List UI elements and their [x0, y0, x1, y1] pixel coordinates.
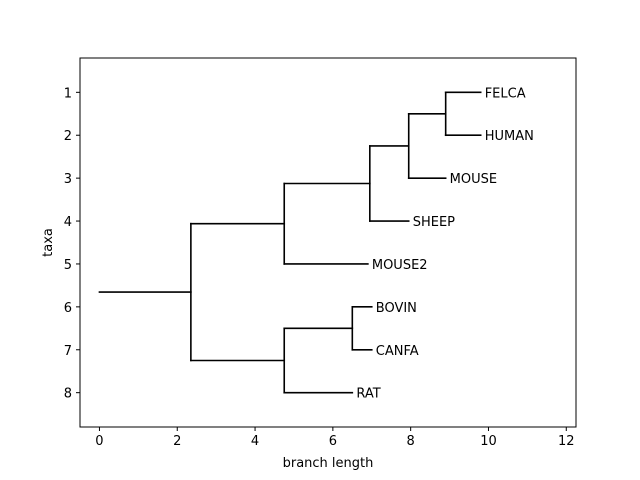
x-tick-label: 0	[95, 434, 103, 449]
x-tick-label: 8	[407, 434, 415, 449]
y-tick-label: 8	[64, 387, 72, 402]
y-tick-label: 1	[64, 86, 72, 101]
x-tick-label: 6	[329, 434, 337, 449]
x-tick-label: 2	[173, 434, 181, 449]
y-axis-ticks: 1 2 3 4 5 6 7 8	[64, 86, 80, 402]
leaf-label: MOUSE2	[372, 258, 428, 273]
leaf-label: CANFA	[376, 344, 419, 359]
tree-branches	[98, 91, 482, 394]
y-axis-label: taxa	[41, 228, 56, 257]
y-tick-label: 7	[64, 344, 72, 359]
leaf-label: FELCA	[485, 86, 526, 101]
x-tick-label: 12	[558, 434, 575, 449]
y-tick-label: 4	[64, 215, 72, 230]
y-tick-label: 3	[64, 172, 72, 187]
leaf-label: RAT	[356, 387, 380, 402]
x-axis-label: branch length	[283, 456, 374, 471]
y-tick-label: 5	[64, 258, 72, 273]
x-tick-label: 4	[251, 434, 259, 449]
plot-frame	[79, 57, 577, 428]
leaf-labels: FELCA HUMAN MOUSE SHEEP MOUSE2 BOVIN CANFA RAT	[356, 86, 534, 401]
leaf-label: MOUSE	[450, 172, 497, 187]
leaf-label: BOVIN	[376, 301, 417, 316]
y-tick-label: 2	[64, 129, 72, 144]
x-tick-label: 10	[480, 434, 497, 449]
leaf-label: HUMAN	[485, 129, 534, 144]
y-tick-label: 6	[64, 301, 72, 316]
leaf-label: SHEEP	[413, 215, 455, 230]
x-axis-ticks: 0 2 4 6 8 10 12	[95, 427, 575, 449]
